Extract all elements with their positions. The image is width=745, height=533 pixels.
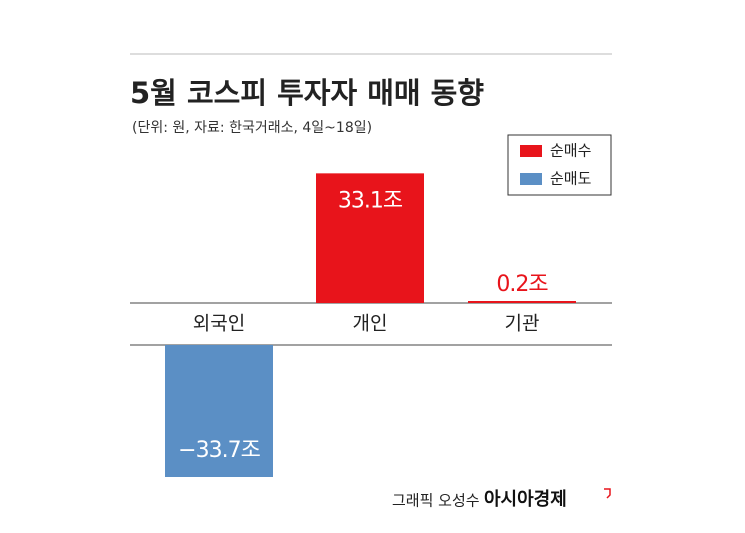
bar — [165, 345, 273, 477]
value-label: −33.7조 — [178, 438, 260, 463]
publisher-mark — [604, 488, 611, 499]
legend-label: 순매수 — [550, 142, 591, 160]
legend-label: 순매도 — [550, 170, 592, 188]
bar — [468, 301, 576, 303]
bar — [316, 173, 424, 303]
x-tick-label: 기관 — [505, 313, 540, 335]
credit: 그래픽 오성수 — [392, 492, 480, 510]
x-tick-label: 개인 — [353, 313, 388, 335]
chart-title: 5월 코스피 투자자 매매 동향 — [130, 76, 484, 110]
legend-swatch — [520, 173, 542, 185]
publisher: 아시아경제 — [484, 489, 567, 510]
value-label: 0.2조 — [496, 272, 548, 297]
chart-subtitle: (단위: 원, 자료: 한국거래소, 4일~18일) — [132, 120, 372, 136]
legend-swatch — [520, 145, 542, 157]
value-label: 33.1조 — [338, 188, 403, 213]
x-tick-label: 외국인 — [193, 313, 245, 335]
